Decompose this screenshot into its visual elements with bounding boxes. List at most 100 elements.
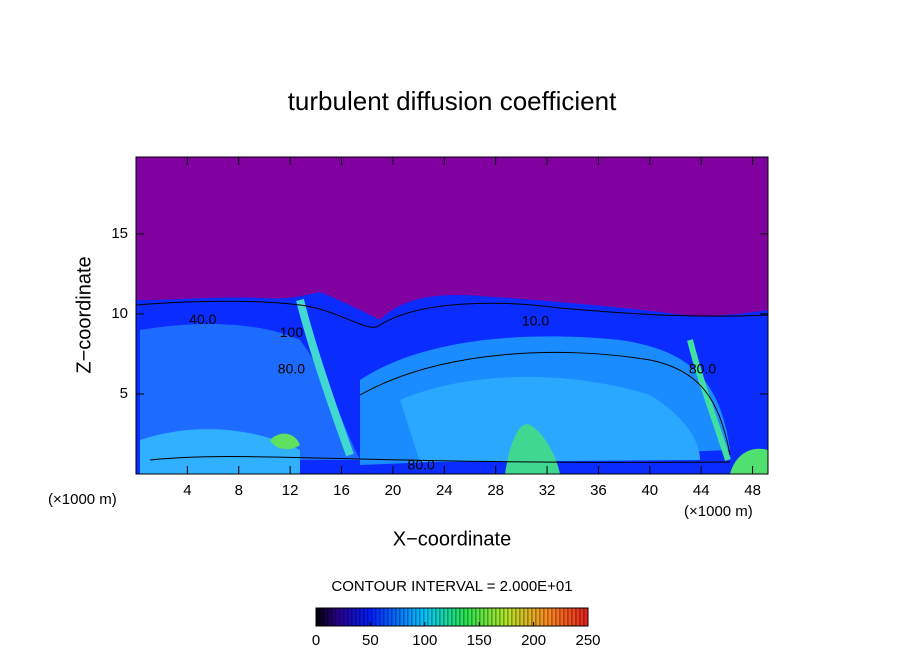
x-tick-label: 32 (539, 482, 556, 499)
x-tick-label: 28 (487, 482, 504, 499)
colorbar-cell (483, 607, 489, 627)
colorbar-cell (343, 607, 349, 627)
colorbar-cell (439, 607, 445, 627)
x-axis-label: X−coordinate (393, 528, 511, 550)
colorbar-cell (567, 607, 573, 627)
colorbar-cell (391, 607, 397, 627)
plot-frame (135, 156, 769, 475)
contour-label: 80.0 (408, 457, 435, 473)
colorbar-cell (319, 607, 325, 627)
contour-label: 80.0 (689, 361, 716, 377)
colorbar-cell (403, 607, 409, 627)
colorbar-cell (411, 607, 417, 627)
colorbar-cell (331, 607, 337, 627)
colorbar-cell (523, 607, 529, 627)
colorbar-cell (519, 607, 525, 627)
colorbar-cell (547, 607, 553, 627)
x-unit: (×1000 m) (48, 491, 117, 508)
colorbar-tick-label: 0 (312, 632, 320, 649)
colorbar-cell (463, 607, 469, 627)
colorbar-cell (447, 607, 453, 627)
colorbar-cell (315, 607, 321, 627)
colorbar-cell (495, 607, 501, 627)
colorbar-cell (347, 607, 353, 627)
colorbar-cell (451, 607, 457, 627)
x-tick-label: 36 (590, 482, 607, 499)
x-tick-label: 20 (385, 482, 402, 499)
colorbar-cell (563, 607, 569, 627)
colorbar-cell (511, 607, 517, 627)
colorbar-cell (491, 607, 497, 627)
contour-label: 80.0 (278, 361, 305, 377)
x-tick-label: 4 (183, 482, 191, 499)
colorbar-cell (375, 607, 381, 627)
colorbar-tick-label: 250 (575, 632, 600, 649)
field (136, 157, 768, 474)
colorbar-cell (323, 607, 329, 627)
colorbar-cell (415, 607, 421, 627)
colorbar-cell (395, 607, 401, 627)
colorbar-cell (543, 607, 549, 627)
colorbar-cell (459, 607, 465, 627)
colorbar-cell (555, 607, 561, 627)
colorbar-cell (443, 607, 449, 627)
x-tick-label: 44 (693, 482, 710, 499)
y-tick-label: 15 (111, 225, 128, 242)
colorbar-cell (327, 607, 333, 627)
colorbar-cell (427, 607, 433, 627)
x-tick-label: 24 (436, 482, 453, 499)
x-tick-label: 16 (333, 482, 350, 499)
x-tick-label: 40 (641, 482, 658, 499)
y-tick-label: 5 (120, 385, 128, 402)
colorbar-cell (571, 607, 577, 627)
colorbar-cell (579, 607, 585, 627)
colorbar-cell (503, 607, 509, 627)
colorbar-cell (551, 607, 557, 627)
colorbar-cell (363, 607, 369, 627)
chart-title: turbulent diffusion coefficient (288, 86, 617, 116)
colorbar-cell (383, 607, 389, 627)
contour-label: 100 (280, 324, 304, 340)
y-tick-label: 10 (111, 305, 128, 322)
colorbar-cell (507, 607, 513, 627)
colorbar-tick-label: 150 (467, 632, 492, 649)
colorbar-cell (559, 607, 565, 627)
colorbar-cell (455, 607, 461, 627)
colorbar-cell (335, 607, 341, 627)
colorbar-tick-label: 50 (362, 632, 379, 649)
y-axis-label: Z−coordinate (73, 256, 95, 373)
colorbar-cell (419, 607, 425, 627)
colorbar-cell (471, 607, 477, 627)
x-unit-right: (×1000 m) (684, 503, 753, 520)
colorbar-cell (539, 607, 545, 627)
colorbar-cell (399, 607, 405, 627)
colorbar-cell (499, 607, 505, 627)
colorbar-tick-label: 100 (412, 632, 437, 649)
colorbar-cell (431, 607, 437, 627)
x-tick-label: 8 (235, 482, 243, 499)
colorbar-cell (407, 607, 413, 627)
x-tick-label: 12 (282, 482, 299, 499)
contour-interval: CONTOUR INTERVAL = 2.000E+01 (331, 578, 572, 595)
colorbar-cell (379, 607, 385, 627)
colorbar-cell (467, 607, 473, 627)
colorbar-cell (359, 607, 365, 627)
colorbar-cell (339, 607, 345, 627)
colorbar-cell (387, 607, 393, 627)
colorbar-cell (575, 607, 581, 627)
colorbar-cell (435, 607, 441, 627)
colorbar-cell (527, 607, 533, 627)
contour-label: 40.0 (189, 311, 216, 327)
colorbar-tick-label: 200 (521, 632, 546, 649)
colorbar-cell (487, 607, 493, 627)
colorbar-cell (535, 607, 541, 627)
colorbar-cell (479, 607, 485, 627)
colorbar-cell (351, 607, 357, 627)
x-tick-label: 48 (744, 482, 761, 499)
colorbar-cell (371, 607, 377, 627)
colorbar-cell (355, 607, 361, 627)
contour-label: 10.0 (522, 313, 549, 329)
colorbar-cell (515, 607, 521, 627)
colorbar-frame (315, 607, 589, 627)
